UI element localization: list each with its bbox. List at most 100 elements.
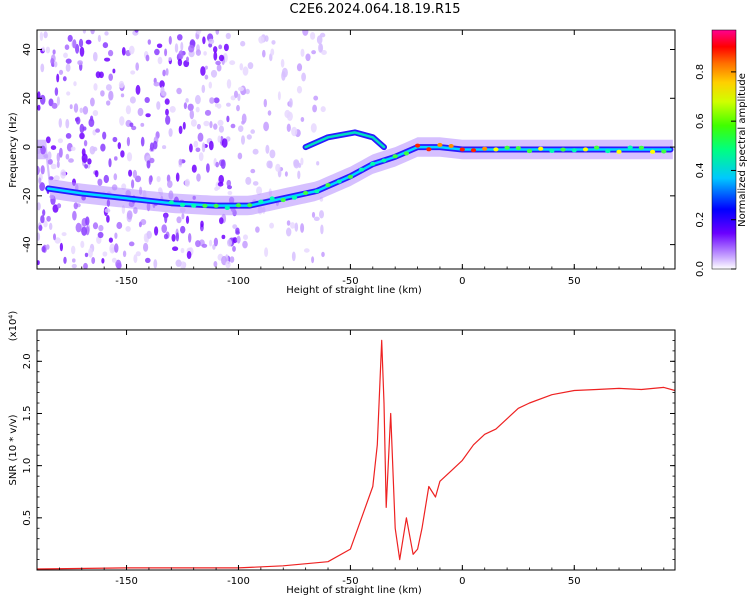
noise-speckle xyxy=(106,215,110,223)
noise-speckle xyxy=(144,97,150,103)
noise-speckle xyxy=(138,221,142,228)
noise-speckle xyxy=(275,163,281,172)
noise-speckle xyxy=(217,135,222,143)
noise-speckle xyxy=(93,83,98,91)
noise-speckle xyxy=(37,232,41,241)
noise-speckle xyxy=(164,48,168,57)
ridge-blob xyxy=(627,145,633,150)
ridge-blob xyxy=(571,148,577,153)
noise-speckle xyxy=(133,254,138,264)
noise-speckle xyxy=(63,256,67,264)
noise-speckle xyxy=(75,116,81,125)
noise-speckle xyxy=(296,85,303,94)
noise-speckle xyxy=(258,36,265,44)
noise-speckle xyxy=(201,243,208,248)
spectrogram-frame xyxy=(36,29,676,270)
noise-speckle xyxy=(50,145,57,151)
noise-speckle xyxy=(72,39,77,49)
noise-speckle xyxy=(286,220,291,226)
noise-speckle xyxy=(319,210,324,219)
noise-speckle xyxy=(196,123,201,130)
noise-speckle xyxy=(145,113,151,118)
ridge-blob xyxy=(392,154,398,159)
noise-speckle xyxy=(175,172,180,182)
ridge-blob xyxy=(336,179,342,184)
noise-speckle xyxy=(134,175,142,183)
noise-speckle xyxy=(191,164,197,173)
noise-speckle xyxy=(311,256,315,264)
ridge-blob xyxy=(526,149,533,154)
noise-speckle xyxy=(75,222,82,233)
ridge-blob xyxy=(280,198,286,203)
noise-speckle xyxy=(82,126,87,131)
noise-speckle xyxy=(168,128,173,137)
ridge-blob xyxy=(515,146,521,151)
noise-speckle xyxy=(294,222,299,232)
noise-speckle xyxy=(157,56,163,65)
y-tick-label: 20 xyxy=(22,92,33,105)
noise-speckle xyxy=(252,181,259,186)
noise-speckle xyxy=(154,48,160,56)
noise-speckle xyxy=(300,48,305,57)
x-tick-label: -150 xyxy=(115,576,138,587)
noise-speckle xyxy=(195,147,201,153)
noise-speckle xyxy=(118,80,125,89)
noise-speckle xyxy=(266,160,273,169)
snr-ylabel: SNR (10 * v/v) xyxy=(8,414,19,485)
noise-speckle xyxy=(45,46,51,54)
colorbar-label: Normalized spectral amplitude xyxy=(737,73,748,227)
noise-speckle xyxy=(177,58,183,67)
noise-speckle xyxy=(216,64,222,72)
noise-speckle xyxy=(188,44,195,53)
ridge-blob xyxy=(269,196,275,201)
noise-speckle xyxy=(102,251,108,257)
noise-speckle xyxy=(238,125,244,132)
noise-speckle xyxy=(146,160,151,169)
noise-speckle xyxy=(65,58,72,64)
noise-speckle xyxy=(180,41,184,51)
noise-speckle xyxy=(56,160,60,169)
noise-speckle xyxy=(311,50,316,55)
noise-speckle xyxy=(293,160,300,169)
noise-speckle xyxy=(281,71,286,81)
ridge-blob xyxy=(235,203,242,208)
noise-speckle xyxy=(215,30,220,35)
noise-speckle xyxy=(221,234,226,240)
y-tick-label: 1.5 xyxy=(22,406,33,422)
noise-speckle xyxy=(126,152,133,162)
noise-speckle xyxy=(77,60,83,66)
noise-speckle xyxy=(114,156,118,161)
noise-speckle xyxy=(241,135,245,145)
noise-speckle xyxy=(269,149,276,159)
noise-speckle xyxy=(59,242,64,252)
noise-speckle xyxy=(215,161,219,168)
noise-speckle xyxy=(49,222,53,230)
noise-speckle xyxy=(234,90,238,99)
ridge-blob xyxy=(370,161,376,166)
noise-speckle xyxy=(126,210,133,220)
noise-speckle xyxy=(227,190,233,196)
noise-speckle xyxy=(296,63,303,72)
noise-speckle xyxy=(175,259,182,267)
noise-speckle xyxy=(112,136,118,143)
x-tick-label: -150 xyxy=(115,276,138,287)
noise-speckle xyxy=(270,48,275,56)
noise-speckle xyxy=(255,226,260,233)
noise-speckle xyxy=(37,202,41,211)
noise-speckle xyxy=(239,63,244,71)
noise-speckle xyxy=(164,98,170,105)
noise-speckle xyxy=(223,43,229,52)
noise-speckle xyxy=(226,115,230,123)
ridge-blob xyxy=(459,147,465,152)
noise-speckle xyxy=(129,96,136,104)
noise-speckle xyxy=(189,109,194,120)
noise-speckle xyxy=(129,122,134,128)
noise-speckle xyxy=(181,213,185,220)
noise-speckle xyxy=(208,81,212,89)
colorbar-tick-label: 0.4 xyxy=(695,162,706,178)
ridge-blob xyxy=(347,174,353,179)
noise-speckle xyxy=(302,30,309,36)
noise-speckle xyxy=(159,80,165,89)
noise-speckle xyxy=(186,251,192,259)
